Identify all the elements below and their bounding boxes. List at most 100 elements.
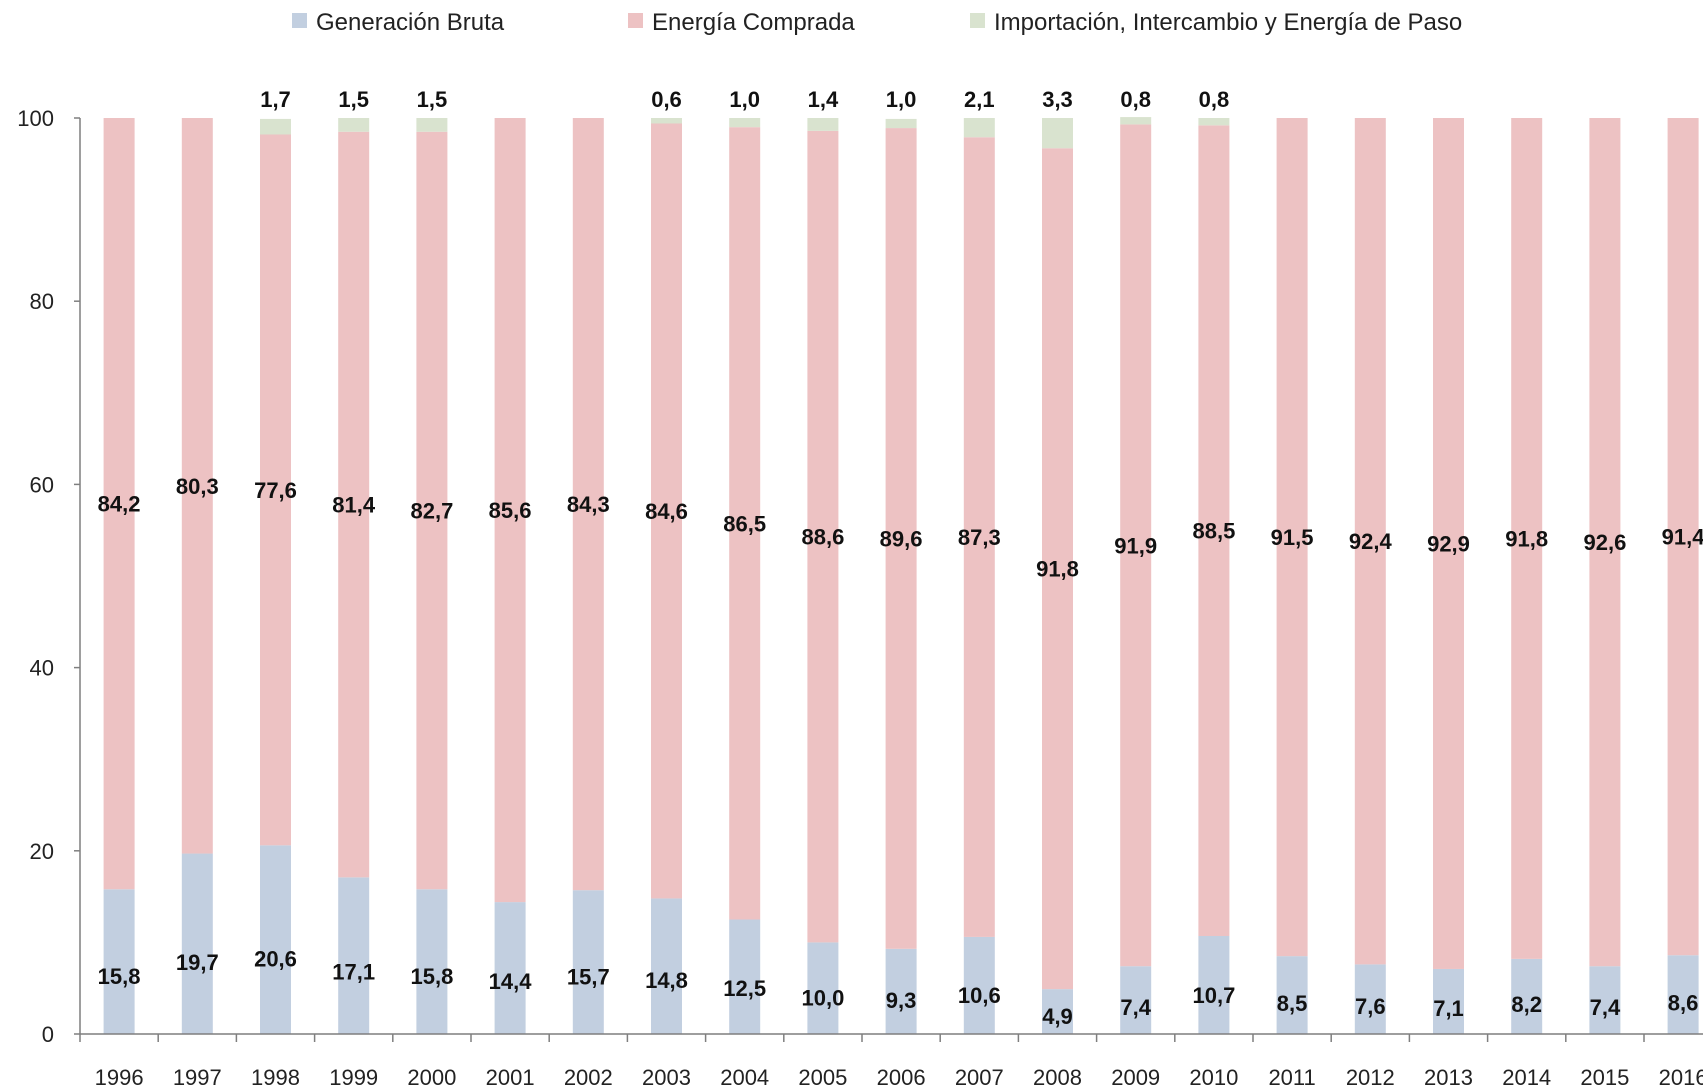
legend-swatch-1 (628, 13, 643, 28)
y-tick-label-100: 100 (17, 106, 54, 131)
bar-1-2004 (729, 127, 761, 920)
data-label-2-2004: 1,0 (729, 87, 760, 112)
bar-1-2013 (1433, 118, 1464, 969)
x-tick-label-1999: 1999 (329, 1065, 378, 1090)
bars (103, 117, 1699, 1034)
bar-1-2010 (1198, 125, 1230, 936)
bar-1-1996 (103, 118, 135, 890)
bar-1-2006 (885, 128, 917, 949)
bar-0-2015 (1589, 966, 1621, 1034)
bar-1-2009 (1120, 124, 1152, 967)
x-tick-label-2000: 2000 (407, 1065, 456, 1090)
bar-0-2001 (494, 902, 526, 1034)
data-label-1-2009: 91,9 (1114, 533, 1157, 558)
data-label-0-1999: 17,1 (332, 959, 375, 984)
bar-0-2004 (729, 919, 761, 1034)
legend-label-2: Importación, Intercambio y Energía de Pa… (994, 9, 1462, 36)
bar-1-1998 (260, 134, 291, 846)
data-label-0-2011: 8,5 (1277, 991, 1308, 1016)
x-tick-label-2016: 2016 (1659, 1065, 1703, 1090)
data-label-1-2003: 84,6 (645, 499, 688, 524)
x-tick-label-2008: 2008 (1033, 1065, 1082, 1090)
data-label-2-1999: 1,5 (338, 87, 369, 112)
x-tick-label-2015: 2015 (1580, 1065, 1629, 1090)
x-tick-label-2006: 2006 (877, 1065, 926, 1090)
bar-1-2007 (963, 137, 995, 937)
data-label-2-2003: 0,6 (651, 87, 682, 112)
bar-2-2010 (1198, 118, 1230, 126)
data-label-1-1999: 81,4 (332, 493, 376, 518)
y-tick-label-20: 20 (30, 839, 54, 864)
x-tick-label-2003: 2003 (642, 1065, 691, 1090)
bar-1-1997 (181, 118, 213, 854)
bar-0-2005 (807, 942, 839, 1034)
bar-1-2003 (651, 123, 682, 899)
bar-1-2015 (1589, 118, 1621, 967)
data-label-2-2010: 0,8 (1199, 87, 1230, 112)
x-tick-label-2007: 2007 (955, 1065, 1004, 1090)
bar-1-2005 (807, 130, 839, 943)
data-label-2-1998: 1,7 (260, 87, 291, 112)
data-label-1-1996: 84,2 (98, 492, 141, 517)
data-label-0-2007: 10,6 (958, 983, 1001, 1008)
data-label-1-2008: 91,8 (1036, 557, 1079, 582)
y-tick-label-60: 60 (30, 472, 54, 497)
data-labels: 15,8 84,2 19,7 80,3 20,6 77,6 1,7 17,1 81,4 1,5 15… (98, 87, 1703, 1029)
data-label-2-2005: 1,4 (808, 87, 839, 112)
bar-0-2008 (1042, 989, 1073, 1034)
data-label-2-2009: 0,8 (1120, 87, 1151, 112)
data-label-1-1997: 80,3 (176, 474, 219, 499)
legend-label-1: Energía Comprada (652, 9, 855, 36)
data-label-2-2007: 2,1 (964, 87, 995, 112)
data-label-1-2006: 89,6 (880, 526, 923, 551)
legend: Generación Bruta Energía Comprada Importac… (292, 9, 1462, 36)
bar-1-2016 (1667, 118, 1699, 956)
bar-2-2004 (729, 118, 761, 128)
data-label-0-2003: 14,8 (645, 968, 688, 993)
data-label-1-2005: 88,6 (801, 525, 844, 550)
data-label-1-2015: 92,6 (1583, 530, 1626, 555)
bar-2-2006 (885, 118, 917, 129)
bar-0-1998 (260, 845, 291, 1034)
x-tick-label-2012: 2012 (1346, 1065, 1395, 1090)
data-label-1-2000: 82,7 (410, 499, 453, 524)
data-label-0-1998: 20,6 (254, 947, 297, 972)
data-label-0-2004: 12,5 (723, 976, 766, 1001)
bar-0-2007 (963, 936, 995, 1034)
data-label-1-2002: 84,3 (567, 492, 610, 517)
y-tick-label-40: 40 (30, 656, 54, 681)
bar-2-1999 (338, 118, 370, 132)
x-tick-label-1996: 1996 (95, 1065, 144, 1090)
data-label-1-2007: 87,3 (958, 525, 1001, 550)
x-tick-label-2001: 2001 (486, 1065, 535, 1090)
data-label-0-2002: 15,7 (567, 964, 610, 989)
data-label-1-2010: 88,5 (1192, 519, 1235, 544)
x-tick-label-1998: 1998 (251, 1065, 300, 1090)
bar-2-2005 (807, 118, 839, 131)
x-tick-label-2013: 2013 (1424, 1065, 1473, 1090)
data-label-0-2000: 15,8 (410, 964, 453, 989)
bar-0-2003 (651, 898, 682, 1034)
data-label-2-2000: 1,5 (417, 87, 448, 112)
data-label-0-2010: 10,7 (1192, 983, 1235, 1008)
data-label-2-2008: 3,3 (1042, 87, 1073, 112)
bar-1-2002 (572, 118, 604, 891)
bar-0-2006 (885, 948, 917, 1034)
bar-1-2001 (494, 118, 526, 903)
x-tick-label-2005: 2005 (798, 1065, 847, 1090)
bar-1-2000 (416, 131, 448, 890)
data-label-0-2015: 7,4 (1590, 995, 1621, 1020)
bar-0-1997 (181, 853, 213, 1034)
data-label-1-2012: 92,4 (1349, 529, 1393, 554)
bar-2-2000 (416, 118, 448, 132)
bar-2-2008 (1042, 118, 1073, 149)
bar-1-2014 (1511, 118, 1543, 959)
x-tick-label-2010: 2010 (1189, 1065, 1238, 1090)
legend-swatch-0 (292, 13, 307, 28)
axes: 0 20 40 60 80 100 1996 1997 1998 1999 2000 2001 2002… (17, 106, 1703, 1090)
data-label-2-2006: 1,0 (886, 87, 917, 112)
bar-1-2008 (1042, 148, 1073, 990)
bar-0-2002 (572, 890, 604, 1034)
bar-0-2011 (1276, 956, 1308, 1034)
